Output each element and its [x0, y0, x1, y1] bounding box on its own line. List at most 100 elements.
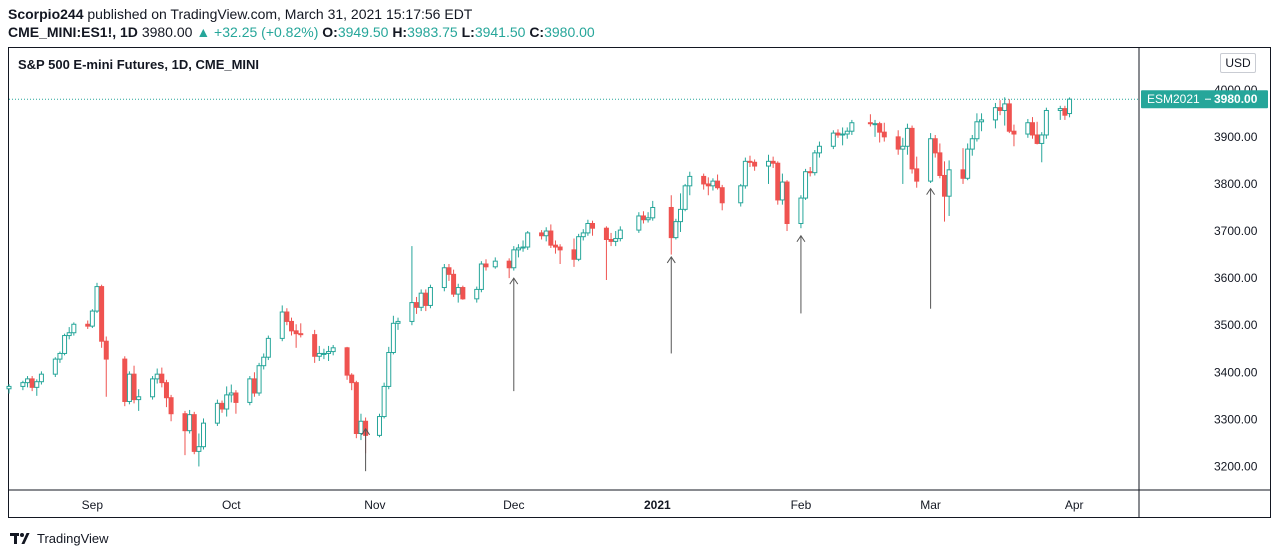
candle-body	[580, 232, 586, 238]
candle-body	[6, 385, 12, 390]
candle-body	[506, 260, 512, 269]
candle-body	[960, 169, 966, 179]
candle-body	[928, 138, 934, 182]
y-tick-label: 3800.00	[1214, 177, 1258, 191]
candle-body	[20, 382, 26, 387]
candle-body	[701, 175, 707, 185]
candle-body	[478, 263, 484, 290]
candle-body	[423, 292, 429, 306]
candle-body	[1034, 134, 1040, 144]
candle-body	[932, 138, 938, 154]
candle-body	[1057, 108, 1063, 111]
candle-body	[1025, 122, 1031, 135]
price-change: ▲ +32.25 (+0.82%)	[196, 24, 319, 40]
chart-frame[interactable]	[8, 47, 1271, 518]
candle-body	[474, 288, 480, 300]
candle-body	[766, 160, 772, 167]
candle-body	[289, 320, 294, 332]
candle-body	[247, 378, 253, 403]
candle-body	[914, 168, 920, 182]
candle-body	[974, 121, 980, 140]
candle-body	[163, 382, 169, 399]
candle-body	[103, 340, 109, 360]
candle-body	[742, 160, 748, 187]
y-tick-label: 3400.00	[1214, 365, 1258, 379]
candle-body	[992, 107, 998, 121]
candle-body	[99, 286, 105, 342]
candle-body	[395, 320, 401, 324]
candle-body	[613, 238, 619, 242]
candle-body	[349, 374, 355, 384]
candle-body	[159, 373, 165, 384]
candle-body	[451, 273, 457, 295]
candle-body	[66, 332, 72, 337]
footer-brand[interactable]: TradingView	[10, 530, 109, 546]
candle-body	[812, 152, 818, 174]
candle-body	[775, 162, 781, 201]
candle-body	[807, 171, 813, 174]
candle-body	[770, 160, 776, 164]
candle-body	[187, 414, 193, 432]
candle-body	[705, 183, 711, 187]
candle-body	[233, 392, 239, 403]
candle-body	[946, 169, 952, 197]
candle-body	[650, 206, 656, 219]
candle-body	[224, 394, 230, 410]
last-price: 3980.00	[141, 24, 193, 40]
candle-body	[576, 236, 582, 260]
candle-body	[520, 246, 526, 249]
open-label: O:	[322, 24, 338, 40]
candle-body	[515, 247, 521, 251]
open-value: 3949.50	[337, 24, 389, 40]
candle-body	[738, 185, 744, 204]
candle-body	[330, 347, 336, 353]
candle-body	[62, 335, 68, 354]
price-tag-box	[1141, 90, 1268, 109]
candle-body	[191, 414, 197, 452]
candle-body	[877, 123, 883, 133]
candle-body	[603, 227, 609, 241]
x-tick-label: 2021	[644, 498, 671, 512]
y-tick-label: 3500.00	[1214, 318, 1258, 332]
candle-body	[279, 311, 285, 339]
candle-body	[251, 378, 257, 394]
candle-body	[525, 232, 531, 248]
currency-button[interactable]: USD	[1220, 53, 1256, 73]
candle-body	[965, 148, 971, 179]
candle-body	[446, 267, 452, 275]
candle-body	[390, 322, 396, 354]
candle-body	[57, 352, 63, 360]
publish-line: Scorpio244 published on TradingView.com,…	[8, 6, 472, 22]
candle-body	[52, 358, 58, 375]
candle-body	[381, 385, 387, 418]
candle-body	[687, 175, 693, 187]
price-tag-value: 3980.00	[1214, 92, 1258, 106]
candle-body	[321, 352, 327, 355]
candle-body	[460, 287, 466, 300]
candle-body	[483, 263, 489, 268]
candle-body	[585, 222, 591, 234]
candle-body	[571, 249, 577, 260]
candle-body	[844, 130, 850, 135]
x-tick-label: Nov	[364, 498, 385, 512]
candle-body	[427, 287, 433, 306]
y-tick-label: 3600.00	[1214, 271, 1258, 285]
candle-body	[682, 185, 688, 210]
close-label: C:	[529, 24, 545, 40]
candle-body	[816, 145, 822, 154]
candle-body	[196, 446, 202, 452]
author-name[interactable]: Scorpio244	[8, 6, 84, 22]
candle-body	[840, 133, 846, 136]
candle-body	[835, 132, 841, 136]
candle-body	[150, 378, 156, 398]
candle-body	[539, 232, 545, 237]
candle-body	[710, 180, 716, 187]
candle-body	[779, 181, 785, 201]
candle-body	[673, 221, 679, 239]
candle-body	[261, 356, 267, 367]
candle-body	[590, 222, 596, 229]
candle-body	[219, 402, 225, 410]
candle-body	[316, 352, 322, 357]
candle-body	[881, 131, 887, 138]
